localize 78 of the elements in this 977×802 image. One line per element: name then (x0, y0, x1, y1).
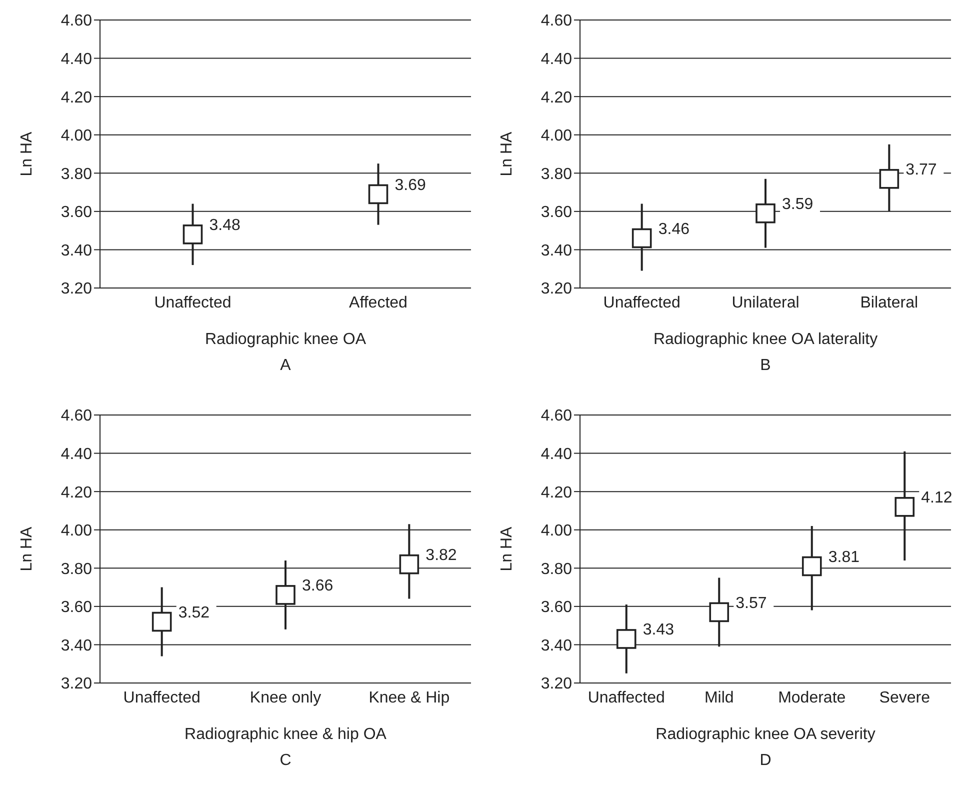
text: A (279, 357, 292, 375)
data-label: 3.69 (394, 176, 426, 194)
y-tick-label: 4.40 (540, 446, 572, 463)
y-tick-label: 3.20 (540, 676, 572, 693)
text: B (759, 357, 772, 375)
x-tick-label: Unaffected (588, 689, 665, 706)
y-axis-title: Ln HA (18, 131, 36, 176)
y-tick-label: 4.00 (60, 128, 92, 145)
y-tick-label: 3.80 (540, 560, 572, 578)
y-axis-title: Ln HA (498, 526, 516, 572)
x-axis-title: Radiographic knee & hip OA (184, 726, 387, 743)
data-label: 3.66 (302, 578, 334, 595)
x-tick-label: Unilateral (732, 294, 800, 312)
y-tick-label: 4.40 (60, 446, 92, 463)
text: D (758, 752, 772, 770)
y-tick-label: 4.60 (540, 408, 572, 425)
data-label: 3.77 (906, 161, 937, 178)
y-tick-label: 3.60 (540, 599, 572, 616)
y-tick-label: 4.20 (60, 484, 92, 502)
x-axis-title: Radiographic knee OA severity (656, 726, 876, 743)
y-tick-label: 3.20 (60, 676, 92, 693)
y-tick-label: 3.80 (60, 166, 92, 183)
x-tick-label: Unaffected (123, 689, 200, 706)
x-tick-label: Knee & Hip (368, 689, 450, 706)
y-tick-label: 4.00 (60, 522, 92, 540)
y-tick-label: 4.00 (540, 128, 572, 145)
y-axis-title: Ln HA (18, 526, 36, 572)
point (709, 602, 730, 622)
point (616, 629, 636, 649)
y-tick-label: 4.60 (60, 408, 92, 425)
point (802, 556, 822, 576)
x-axis-title: Radiographic knee OA (205, 331, 366, 348)
y-tick-label: 4.20 (60, 89, 92, 106)
data-label: 4.12 (921, 489, 952, 506)
data-label: 3.81 (828, 548, 860, 566)
data-label: 3.82 (426, 546, 457, 564)
x-tick-label: Bilateral (860, 294, 918, 312)
x-tick-label: Unaffected (603, 294, 680, 312)
data-label: 3.57 (736, 594, 767, 612)
y-tick-label: 4.20 (540, 484, 572, 502)
x-tick-label: Unaffected (154, 294, 232, 312)
y-tick-label: 4.60 (540, 12, 572, 30)
point (276, 585, 296, 605)
point (894, 496, 915, 517)
data-label: 3.48 (209, 217, 241, 234)
text: C (278, 752, 292, 770)
data-label: 3.46 (658, 220, 690, 238)
y-tick-label: 3.20 (60, 280, 92, 298)
y-tick-label: 3.40 (540, 242, 572, 260)
y-tick-label: 3.80 (60, 560, 92, 578)
y-tick-label: 4.60 (60, 12, 92, 30)
point (756, 203, 776, 224)
y-tick-label: 3.20 (540, 280, 572, 298)
y-tick-label: 3.40 (540, 637, 572, 654)
y-tick-label: 4.00 (540, 522, 572, 540)
y-tick-label: 3.60 (60, 204, 92, 222)
y-tick-label: 4.40 (60, 50, 92, 68)
x-tick-label: Affected (349, 294, 408, 312)
y-tick-label: 3.60 (540, 204, 572, 222)
y-tick-label: 4.40 (540, 50, 572, 68)
y-tick-label: 3.40 (60, 637, 92, 654)
x-tick-label: Knee only (250, 689, 322, 706)
point (399, 554, 420, 574)
point (879, 168, 900, 189)
x-tick-label: Severe (879, 689, 930, 706)
data-label: 3.43 (642, 622, 674, 639)
data-label: 3.59 (782, 196, 814, 213)
point (632, 228, 652, 248)
point (152, 612, 172, 632)
y-tick-label: 3.80 (540, 166, 572, 183)
x-tick-label: Mild (704, 689, 734, 706)
data-label: 3.52 (178, 604, 210, 622)
y-axis-title: Ln HA (498, 131, 516, 176)
x-tick-label: Moderate (778, 689, 846, 706)
y-tick-label: 3.40 (60, 242, 92, 260)
x-axis-title: Radiographic knee OA laterality (653, 331, 878, 348)
y-tick-label: 4.20 (540, 89, 572, 106)
y-tick-label: 3.60 (60, 599, 92, 616)
